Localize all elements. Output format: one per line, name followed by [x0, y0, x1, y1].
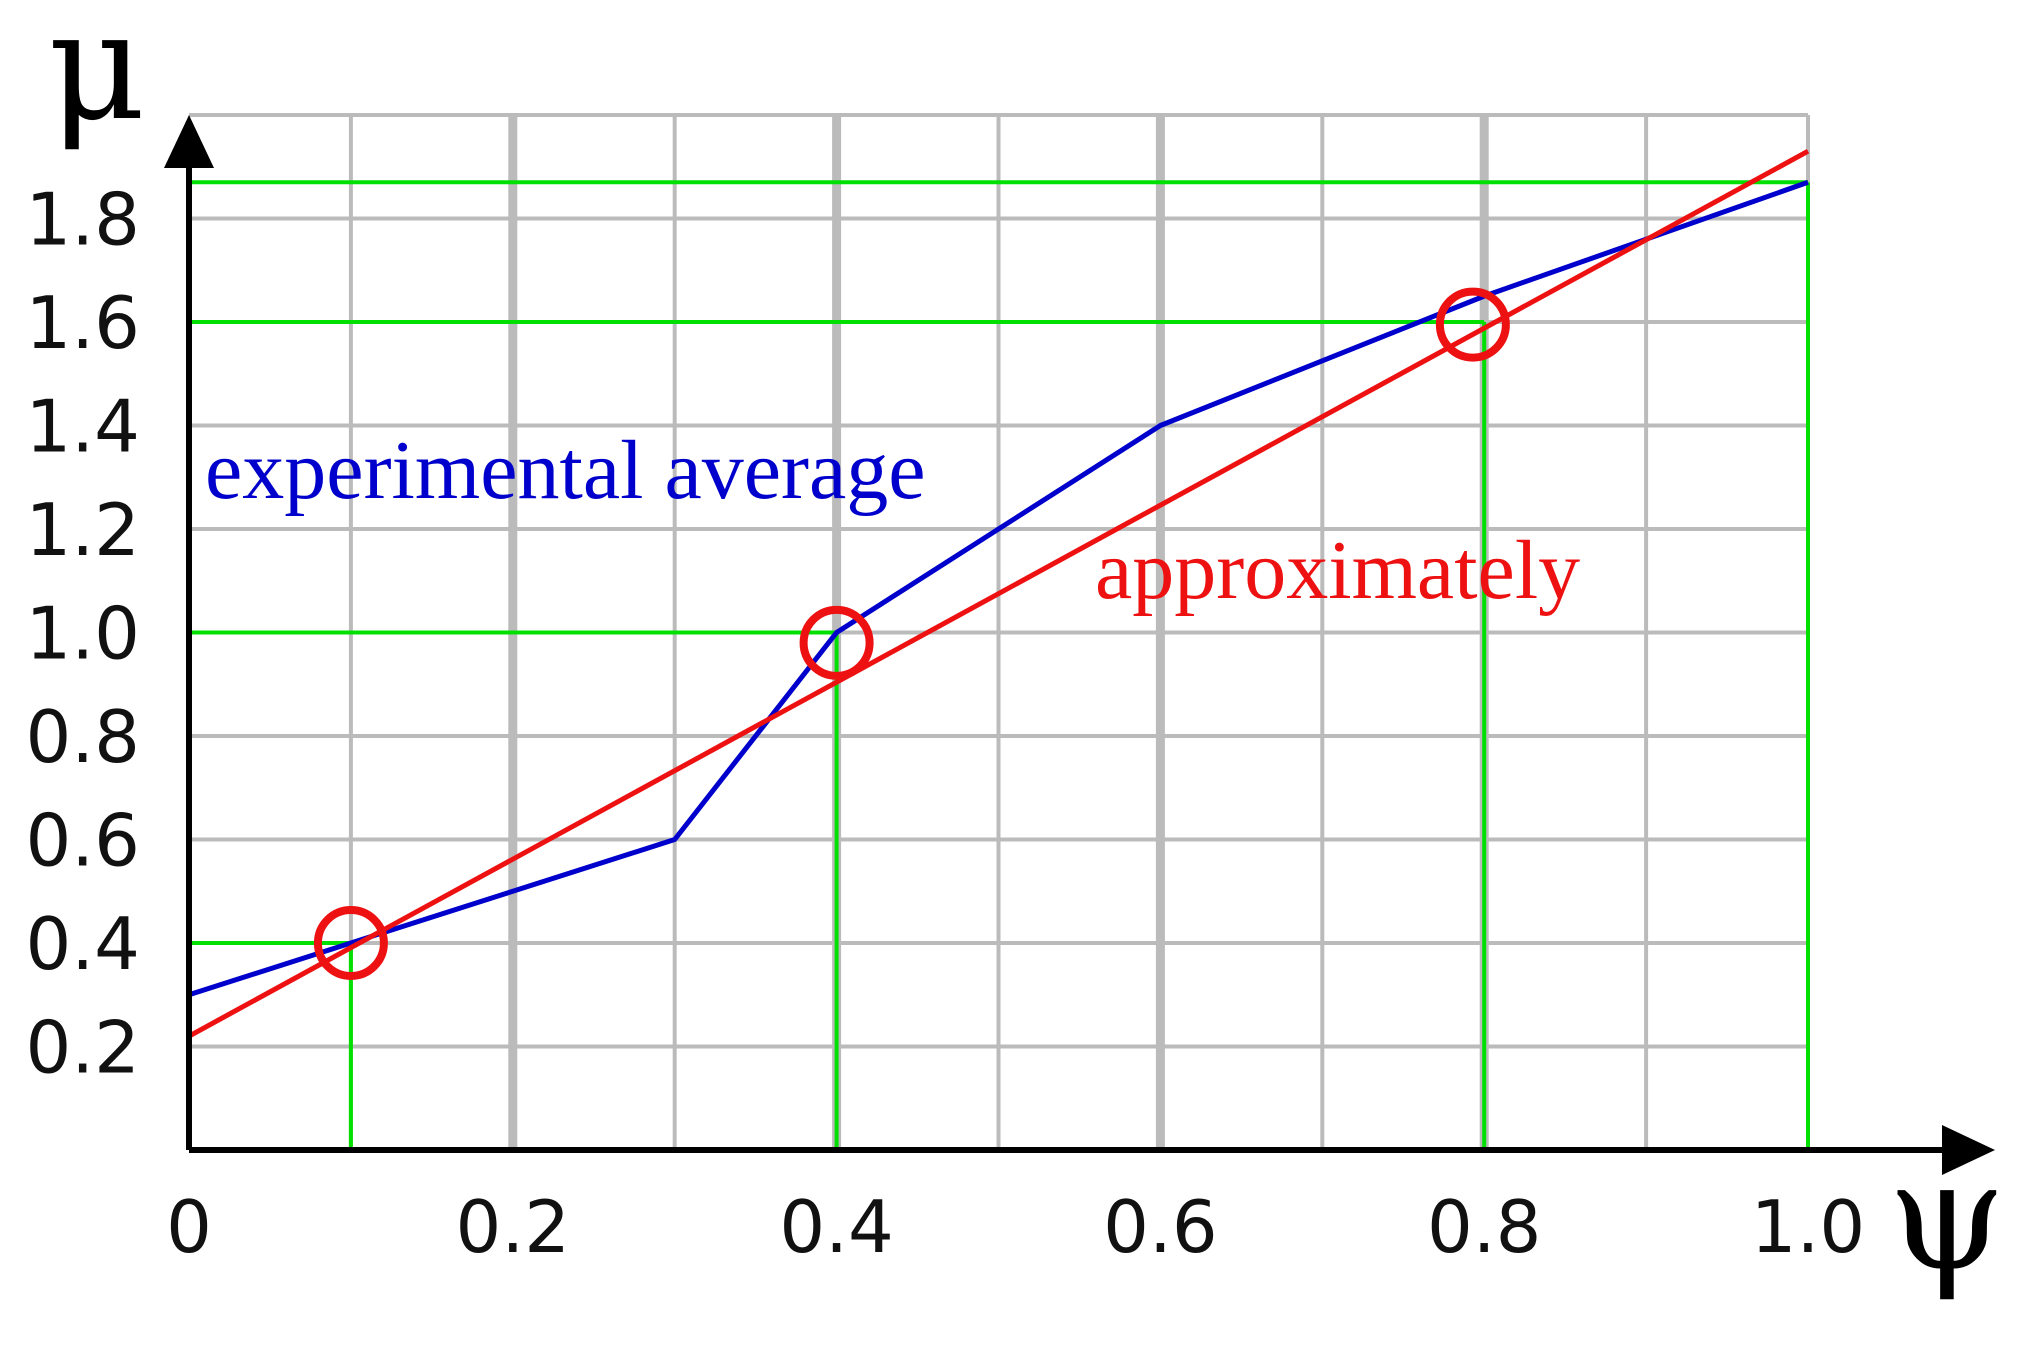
series-label-approximately: approximately — [1095, 524, 1580, 617]
y-axis-arrow — [164, 115, 214, 168]
x-tick-label: 1.0 — [1751, 1185, 1866, 1269]
y-tick-label: 1.4 — [25, 385, 140, 469]
highlight-circle — [799, 605, 874, 680]
y-tick-label: 1.8 — [25, 178, 140, 262]
x-tick-label: 0.6 — [1103, 1185, 1218, 1269]
x-axis-arrow — [1942, 1125, 1995, 1175]
y-tick-label: 1.6 — [25, 281, 140, 365]
tick-labels: 0 0.2 0.4 0.6 0.8 1.0 0.2 0.4 0.6 0.8 1.0 1.2 1.4 1.6… — [25, 178, 1865, 1270]
x-tick-label: 0.4 — [779, 1185, 894, 1269]
highlight-circle — [1435, 287, 1510, 362]
y-tick-label: 0.4 — [25, 902, 140, 986]
x-axis-label: ψ — [1888, 1130, 2006, 1304]
y-tick-label: 1.0 — [25, 592, 140, 676]
y-tick-label: 0.6 — [25, 799, 140, 883]
reference-lines — [189, 180, 1810, 1150]
series-label-experimental-average: experimental average — [205, 424, 926, 517]
y-tick-label: 0.2 — [25, 1006, 140, 1090]
x-tick-label: 0.2 — [456, 1185, 571, 1269]
series-line-approximately — [187, 149, 1810, 1039]
y-tick-label: 1.2 — [25, 488, 140, 572]
y-tick-label: 0.8 — [25, 695, 140, 779]
highlight-markers — [313, 287, 1510, 980]
x-tick-label: 0 — [166, 1185, 212, 1269]
x-tick-label: 0.8 — [1427, 1185, 1542, 1269]
y-axis-label: μ — [48, 0, 146, 154]
axes — [164, 115, 1995, 1175]
highlight-circle — [313, 906, 388, 980]
